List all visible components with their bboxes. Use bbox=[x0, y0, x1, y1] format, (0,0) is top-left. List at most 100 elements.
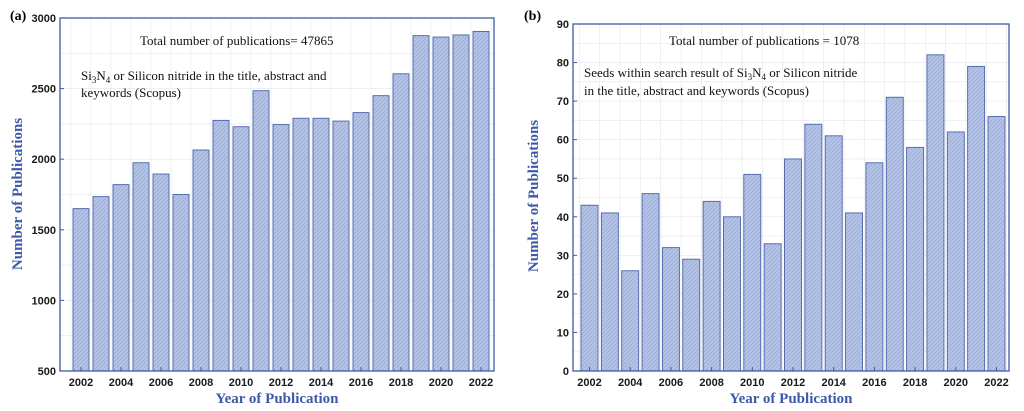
x-tick-label: 2008 bbox=[699, 377, 723, 389]
bar-2009 bbox=[723, 216, 741, 372]
bar-2022 bbox=[987, 116, 1006, 372]
bar-2006 bbox=[661, 247, 680, 372]
x-tick-label: 2018 bbox=[389, 377, 413, 389]
x-tick-label: 2004 bbox=[109, 377, 134, 389]
bar-2007 bbox=[682, 258, 701, 372]
bar-2004 bbox=[112, 184, 130, 372]
bar-2015 bbox=[845, 212, 863, 372]
bar-2004 bbox=[621, 270, 640, 372]
y-tick-label: 20 bbox=[557, 289, 569, 301]
bar-2022 bbox=[472, 30, 490, 372]
panel-b-label: (b) bbox=[524, 9, 541, 24]
y-tick-label: 2000 bbox=[32, 154, 56, 166]
bar-2008 bbox=[702, 200, 721, 372]
y-tick-label: 2500 bbox=[32, 84, 56, 96]
x-tick-label: 2010 bbox=[229, 377, 253, 389]
panel-b-frame bbox=[572, 23, 1010, 372]
bar-2005 bbox=[132, 162, 150, 372]
panel-a-query-annotation-line1: Si3N4 or Silicon nitride in the title, a… bbox=[81, 68, 327, 85]
bar-2013 bbox=[804, 123, 823, 372]
bar-2019 bbox=[926, 54, 945, 372]
panel-a-query-annotation-line2: keywords (Scopus) bbox=[81, 85, 181, 100]
bar-2018 bbox=[392, 73, 410, 372]
y-tick-label: 10 bbox=[557, 327, 569, 339]
bar-2017 bbox=[372, 95, 390, 372]
panel-b-y-axis-title: Number of Publications bbox=[526, 120, 542, 272]
panel-b-query-annotation-line2: in the title, abstract and keywords (Sco… bbox=[584, 83, 809, 98]
panel-a-total-annotation: Total number of publications= 47865 bbox=[140, 33, 333, 48]
bar-2010 bbox=[743, 173, 762, 372]
y-tick-label: 70 bbox=[557, 96, 569, 108]
panel-b-y-ticks: 0 10 20 30 40 50 60 70 80 90 bbox=[557, 19, 577, 378]
panel-a-bars bbox=[72, 30, 490, 372]
y-tick-label: 0 bbox=[563, 366, 569, 378]
bar-2014 bbox=[312, 117, 330, 372]
x-tick-label: 2006 bbox=[659, 377, 683, 389]
panel-a-frame bbox=[59, 17, 495, 372]
x-tick-label: 2016 bbox=[349, 377, 373, 389]
panel-b-x-ticks: 2002 2004 2006 2008 2010 2012 2014 2016 2018 2020… bbox=[577, 367, 1009, 389]
bar-2011 bbox=[763, 243, 782, 372]
bar-2012 bbox=[272, 124, 290, 372]
y-tick-label: 1500 bbox=[32, 225, 56, 237]
panel-a-x-axis-title: Year of Publication bbox=[215, 391, 339, 407]
bar-2019 bbox=[412, 35, 430, 372]
bar-2005 bbox=[641, 193, 660, 372]
panel-a-label: (a) bbox=[10, 9, 27, 24]
x-tick-label: 2002 bbox=[69, 377, 93, 389]
bar-2010 bbox=[232, 126, 250, 372]
bar-2003 bbox=[600, 212, 619, 372]
x-tick-label: 2004 bbox=[618, 377, 643, 389]
bar-2020 bbox=[432, 36, 450, 372]
y-tick-label: 50 bbox=[557, 173, 569, 185]
x-tick-label: 2014 bbox=[821, 377, 846, 389]
y-tick-label: 80 bbox=[557, 58, 569, 70]
bar-2006 bbox=[152, 173, 170, 372]
bar-2021 bbox=[452, 34, 470, 372]
panel-b: (b) 0 10 20 30 40 50 60 70 80 90 2002 2004 2006 2008… bbox=[524, 9, 1010, 407]
panel-b-x-axis-title: Year of Publication bbox=[729, 391, 853, 407]
x-tick-label: 2022 bbox=[984, 377, 1008, 389]
y-tick-label: 3000 bbox=[32, 13, 56, 25]
x-tick-label: 2020 bbox=[429, 377, 453, 389]
y-tick-label: 30 bbox=[557, 250, 569, 262]
panel-a: (a) 500 1000 1500 2000 2500 3000 2002 2004 2006… bbox=[10, 9, 495, 407]
panel-b-total-annotation: Total number of publications = 1078 bbox=[669, 33, 859, 48]
bar-2014 bbox=[824, 135, 843, 372]
bar-2002 bbox=[580, 204, 599, 372]
panel-a-y-axis-title: Number of Publications bbox=[10, 118, 26, 270]
bar-2003 bbox=[92, 196, 110, 372]
bar-2016 bbox=[865, 162, 884, 372]
y-tick-label: 500 bbox=[38, 366, 56, 378]
bar-2009 bbox=[212, 119, 230, 372]
bar-2021 bbox=[967, 65, 986, 372]
bar-2017 bbox=[885, 96, 904, 372]
bar-2012 bbox=[784, 158, 802, 372]
x-tick-label: 2010 bbox=[740, 377, 764, 389]
x-tick-label: 2014 bbox=[309, 377, 334, 389]
x-tick-label: 2008 bbox=[189, 377, 213, 389]
bar-2020 bbox=[946, 131, 965, 372]
y-tick-label: 60 bbox=[557, 135, 569, 147]
panel-b-bars bbox=[580, 54, 1006, 372]
bar-2015 bbox=[332, 120, 350, 372]
x-tick-label: 2002 bbox=[577, 377, 601, 389]
bar-2013 bbox=[292, 117, 310, 372]
bar-2016 bbox=[352, 112, 370, 372]
x-tick-label: 2006 bbox=[149, 377, 173, 389]
y-tick-label: 90 bbox=[557, 19, 569, 31]
bar-2007 bbox=[172, 194, 190, 372]
panel-a-y-ticks: 500 1000 1500 2000 2500 3000 bbox=[32, 13, 64, 378]
bar-2011 bbox=[252, 90, 270, 372]
x-tick-label: 2018 bbox=[903, 377, 927, 389]
x-tick-label: 2012 bbox=[781, 377, 805, 389]
y-tick-label: 1000 bbox=[32, 295, 56, 307]
bar-2018 bbox=[906, 146, 925, 372]
bar-2002 bbox=[72, 208, 90, 372]
bar-2008 bbox=[192, 149, 210, 372]
x-tick-label: 2022 bbox=[469, 377, 493, 389]
panel-b-query-annotation-line1: Seeds within search result of Si3N4 or S… bbox=[584, 65, 858, 82]
y-tick-label: 40 bbox=[557, 212, 569, 224]
x-tick-label: 2016 bbox=[862, 377, 886, 389]
